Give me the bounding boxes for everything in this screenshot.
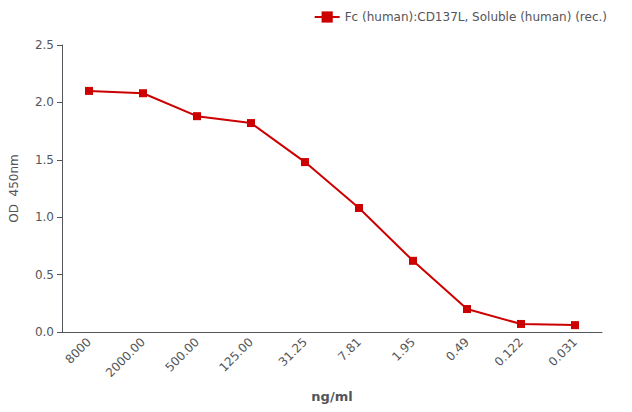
svg-text:31.25: 31.25 bbox=[276, 335, 310, 369]
svg-text:2.0: 2.0 bbox=[35, 95, 54, 109]
svg-text:Fc (human):CD137L, Soluble (hu: Fc (human):CD137L, Soluble (human) (rec.… bbox=[345, 10, 607, 24]
svg-text:OD 450nm: OD 450nm bbox=[7, 154, 21, 223]
svg-text:2.5: 2.5 bbox=[35, 38, 54, 52]
svg-text:500.00: 500.00 bbox=[162, 335, 202, 375]
svg-text:2000.00: 2000.00 bbox=[103, 335, 148, 380]
svg-text:0.122: 0.122 bbox=[492, 335, 526, 369]
svg-text:125.00: 125.00 bbox=[216, 335, 256, 375]
svg-text:1.5: 1.5 bbox=[35, 153, 54, 167]
svg-text:0.0: 0.0 bbox=[35, 325, 54, 339]
svg-text:0.031: 0.031 bbox=[546, 335, 580, 369]
svg-text:1.0: 1.0 bbox=[35, 210, 54, 224]
svg-text:ng/ml: ng/ml bbox=[311, 389, 352, 404]
svg-text:8000: 8000 bbox=[62, 335, 93, 366]
svg-text:1.95: 1.95 bbox=[389, 335, 418, 364]
svg-text:0.49: 0.49 bbox=[443, 335, 472, 364]
svg-text:7.81: 7.81 bbox=[335, 335, 364, 364]
svg-text:0.5: 0.5 bbox=[35, 268, 54, 282]
